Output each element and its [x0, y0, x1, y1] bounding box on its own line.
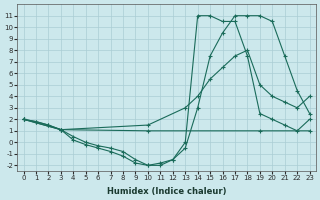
X-axis label: Humidex (Indice chaleur): Humidex (Indice chaleur) [107, 187, 226, 196]
